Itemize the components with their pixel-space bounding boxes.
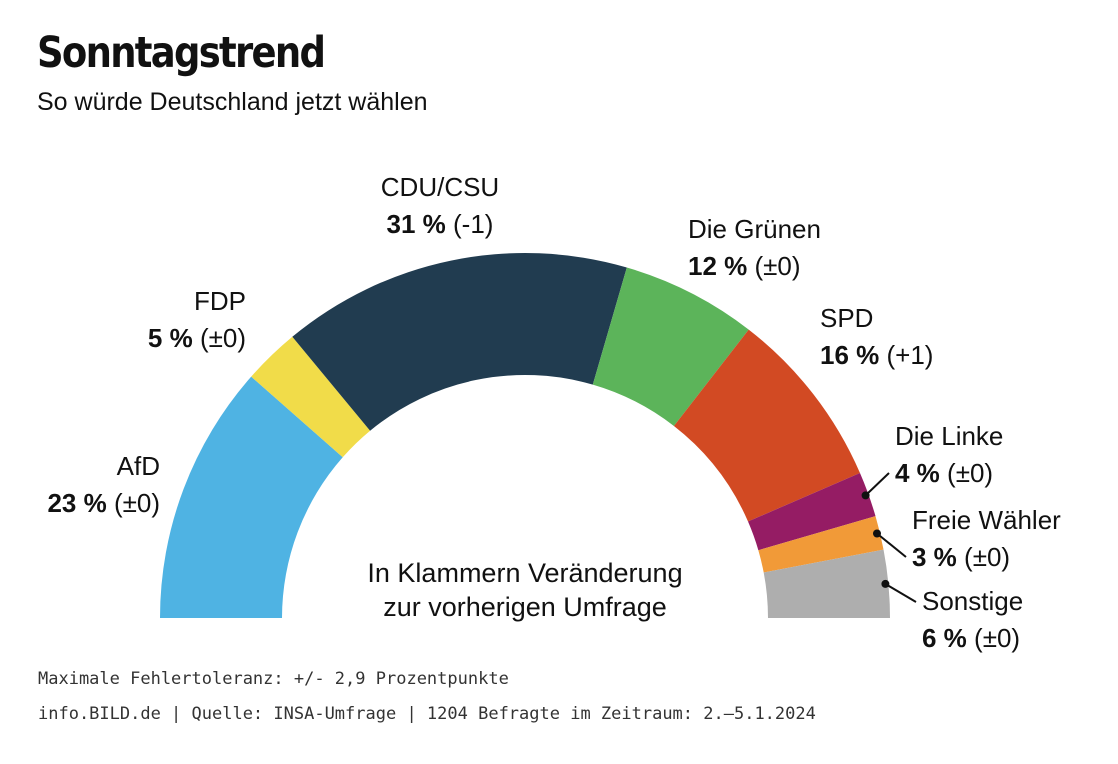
change-sonstige: (±0) [967,623,1020,653]
slice-sonstige [763,549,890,618]
label-name-sonstige: Sonstige [922,586,1023,616]
label-value-spd: 16 % (+1) [820,340,933,370]
leader-line-freie-wähler [876,532,907,558]
label-leader-lines [861,472,917,603]
label-value-cdu-csu: 31 % (-1) [387,209,494,239]
change-freie-wähler: (±0) [957,542,1010,572]
leader-dot-freie-wähler [872,529,881,538]
label-name-spd: SPD [820,303,873,333]
label-value-die-grünen: 12 % (±0) [688,251,801,281]
leader-line-sonstige [884,583,917,603]
slice-spd [673,329,860,522]
slice-freie-wähler [758,516,884,573]
label-name-afd: AfD [117,451,160,481]
slice-afd [160,376,343,618]
leader-dot-die-linke [861,491,870,500]
footer-error-margin: Maximale Fehlertoleranz: +/- 2,9 Prozent… [38,669,509,689]
slice-die-linke [748,473,876,551]
change-die-linke: (±0) [940,458,993,488]
value-spd: 16 % [820,340,879,370]
slice-fdp [251,336,371,458]
change-cdu-csu: (-1) [446,209,494,239]
center-note-line-2: zur vorherigen Umfrage [383,592,667,622]
label-value-freie-wähler: 3 % (±0) [912,542,1010,572]
label-value-afd: 23 % (±0) [47,488,160,518]
leader-dot-sonstige [881,579,890,588]
value-sonstige: 6 % [922,623,967,653]
slice-die-grünen [592,267,749,426]
chart-slices [160,252,890,618]
value-fdp: 5 % [148,323,193,353]
label-value-die-linke: 4 % (±0) [895,458,993,488]
label-name-cdu-csu: CDU/CSU [381,172,499,202]
label-value-sonstige: 6 % (±0) [922,623,1020,653]
label-name-fdp: FDP [194,286,246,316]
slice-cdu-csu [292,252,627,431]
value-die-grünen: 12 % [688,251,747,281]
chart-title: Sonntagstrend [37,28,326,78]
leader-line-die-linke [864,472,890,497]
value-cdu-csu: 31 % [387,209,446,239]
change-afd: (±0) [107,488,160,518]
footer-source: info.BILD.de | Quelle: INSA-Umfrage | 12… [38,704,816,724]
center-note-line-1: In Klammern Veränderung [367,558,682,588]
chart-subtitle: So würde Deutschland jetzt wählen [37,88,428,116]
change-die-grünen: (±0) [747,251,800,281]
label-name-freie-wähler: Freie Wähler [912,505,1061,535]
label-name-die-grünen: Die Grünen [688,214,821,244]
change-spd: (+1) [879,340,933,370]
value-freie-wähler: 3 % [912,542,957,572]
label-value-fdp: 5 % (±0) [148,323,246,353]
value-die-linke: 4 % [895,458,940,488]
label-name-die-linke: Die Linke [895,421,1003,451]
change-fdp: (±0) [193,323,246,353]
value-afd: 23 % [47,488,106,518]
